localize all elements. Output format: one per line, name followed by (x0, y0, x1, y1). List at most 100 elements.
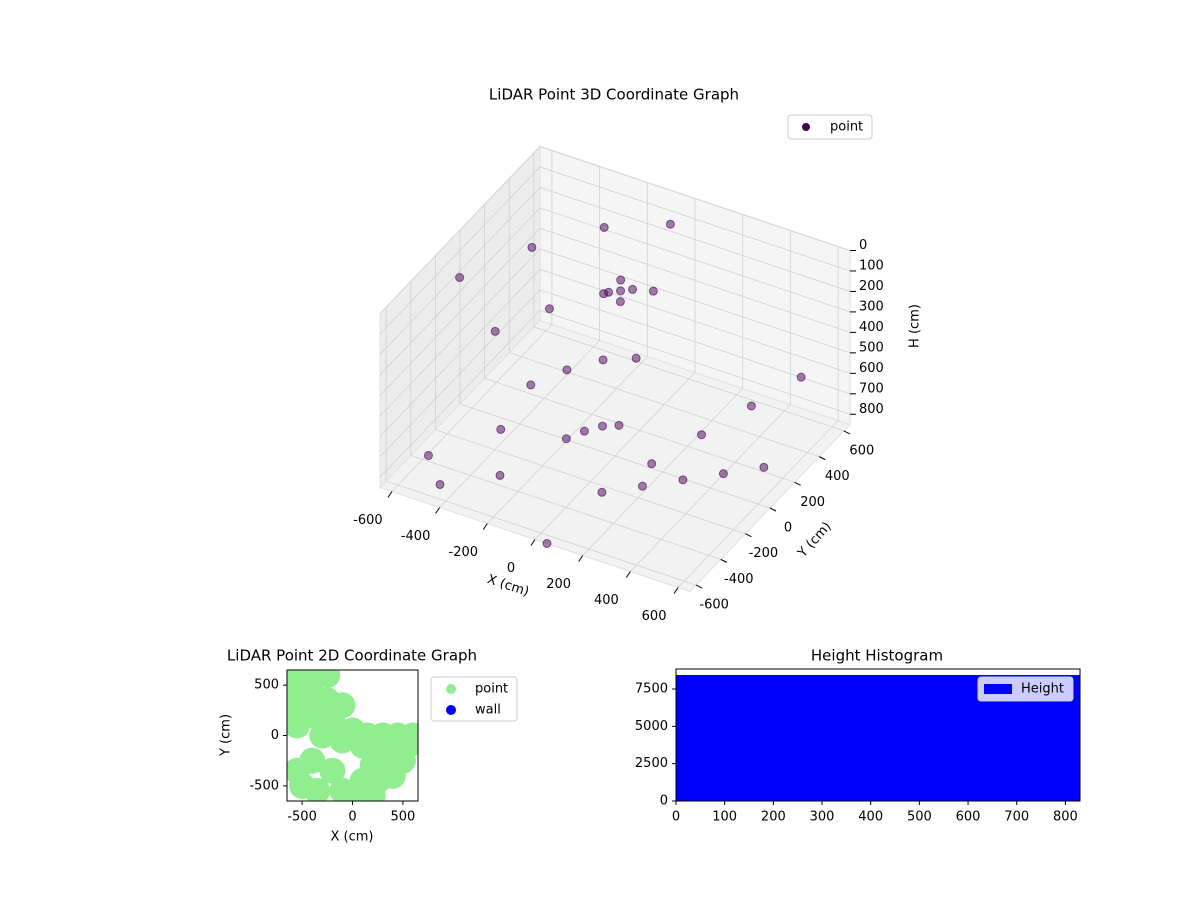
x-tick (578, 555, 584, 562)
legend-label: point (475, 682, 508, 697)
grid-line (487, 182, 648, 524)
x-tick (673, 587, 679, 594)
point (746, 401, 756, 411)
y-tick-label: -400 (724, 572, 754, 587)
point (759, 462, 769, 472)
z-tick-label: 600 (859, 361, 884, 376)
x-tick (387, 491, 393, 498)
y-tick-label: 200 (800, 495, 825, 510)
y-tick-label: 7500 (635, 682, 668, 697)
x-tick (435, 507, 441, 514)
legend: point (787, 114, 873, 140)
grid-line (379, 309, 851, 478)
point (598, 355, 608, 365)
x-tick-label: 400 (858, 810, 883, 825)
grid-line (410, 281, 721, 560)
grid-line (533, 152, 844, 432)
x-tick-label: 600 (956, 810, 981, 825)
point (299, 747, 326, 774)
y-tick-label: 0 (784, 521, 792, 536)
x-tick-label: 600 (642, 609, 667, 624)
point (379, 762, 406, 789)
grid-line (534, 198, 696, 540)
chart-3d: LiDAR Point 3D Coordinate Graph X (cm) Y… (353, 86, 922, 625)
x-tick-label: 500 (390, 810, 415, 825)
point (319, 757, 346, 784)
y-tick (769, 507, 777, 512)
x-tick-label: -600 (353, 513, 383, 528)
grid-line (379, 146, 851, 314)
grid-line (379, 166, 851, 335)
point (599, 222, 609, 232)
x-tick-label: 500 (907, 810, 932, 825)
chart-histogram: Height Histogram 0 100 200 300 400 500 600 700 8… (635, 647, 1081, 825)
point (490, 326, 500, 336)
x-tick-label: 400 (594, 593, 619, 608)
y-tick-label: -200 (749, 546, 779, 561)
point (314, 670, 341, 689)
legend-box (977, 676, 1074, 702)
x-tick-label: 0 (507, 561, 515, 576)
point (455, 273, 465, 283)
z-axis-label: H (cm) (908, 304, 923, 348)
point (287, 712, 311, 739)
legend-marker (446, 684, 456, 694)
point (304, 777, 331, 801)
y-tick (794, 481, 801, 486)
legend-label: wall (475, 703, 501, 718)
y-tick (819, 456, 826, 461)
point (423, 450, 433, 460)
legend-marker (984, 684, 1012, 694)
grid-line (582, 214, 744, 556)
y-tick-label: 0 (660, 794, 668, 809)
point (616, 275, 626, 285)
z-tick-label: 500 (859, 340, 884, 355)
point (597, 487, 607, 497)
y-tick-label: 0 (271, 728, 279, 743)
point (604, 287, 614, 297)
z-tick-label: 300 (859, 299, 884, 314)
point (309, 722, 336, 749)
point (628, 284, 638, 294)
chart-title: LiDAR Point 3D Coordinate Graph (489, 86, 739, 104)
x-tick-label: 300 (810, 810, 835, 825)
y-axis-label: Y (cm) (219, 714, 234, 757)
point (527, 242, 537, 252)
point (435, 480, 445, 490)
x-tick-label: -500 (287, 810, 317, 825)
chart-title: LiDAR Point 2D Coordinate Graph (227, 647, 477, 665)
grid-line (379, 207, 851, 376)
z-tick-label: 200 (859, 279, 884, 294)
x-tick-label: 700 (1004, 810, 1029, 825)
grid-line (391, 150, 553, 492)
chart-title: Height Histogram (811, 647, 943, 665)
point (665, 219, 675, 229)
point (647, 459, 657, 469)
point (561, 434, 571, 444)
y-tick-label: 5000 (635, 719, 668, 734)
legend-marker (446, 705, 456, 715)
point (359, 782, 386, 801)
legend: Height (977, 676, 1074, 702)
x-tick-label: 800 (1053, 810, 1078, 825)
y-tick-label: 500 (254, 678, 279, 693)
z-tick-label: 700 (859, 381, 884, 396)
y-tick (720, 558, 727, 563)
x-tick-label: 200 (761, 810, 786, 825)
chart-2d: LiDAR Point 2D Coordinate Graph X (cm) Y… (219, 647, 518, 845)
y-tick-label: 400 (825, 469, 850, 484)
x-tick (625, 571, 631, 578)
point (631, 353, 641, 363)
point (718, 469, 728, 479)
point (329, 727, 356, 754)
legend-marker (802, 123, 810, 131)
point (579, 426, 589, 436)
grid-line (379, 289, 851, 458)
z-tick-label: 400 (859, 320, 884, 335)
grid-line (484, 204, 795, 483)
point (697, 430, 707, 440)
grid-line (439, 166, 601, 508)
y-tick-label: 600 (849, 443, 874, 458)
grid-line (379, 186, 851, 355)
point (614, 420, 624, 430)
